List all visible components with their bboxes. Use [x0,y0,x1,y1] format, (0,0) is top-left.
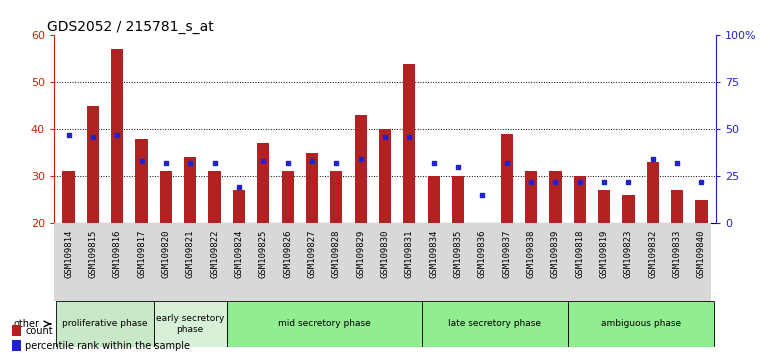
Text: GDS2052 / 215781_s_at: GDS2052 / 215781_s_at [47,21,214,34]
Point [379,134,391,139]
Text: GSM109824: GSM109824 [234,229,243,278]
Text: mid secretory phase: mid secretory phase [278,319,370,329]
Text: GSM109823: GSM109823 [624,229,633,278]
Point [159,160,172,166]
Bar [87,106,99,223]
Bar [233,190,245,223]
Bar [671,190,683,223]
Point [695,179,708,184]
Point [549,179,561,184]
Text: late secretory phase: late secretory phase [448,319,541,329]
Point [282,160,294,166]
Bar [598,190,610,223]
Point [184,160,196,166]
Text: GSM109828: GSM109828 [332,229,341,278]
Point [500,160,513,166]
Point [209,160,221,166]
Bar [421,301,567,347]
Bar [622,195,634,223]
Text: GSM109831: GSM109831 [405,229,413,278]
Bar [209,171,221,223]
Text: GSM109837: GSM109837 [502,229,511,278]
Bar [56,301,154,347]
Bar [567,301,714,347]
Bar [330,171,343,223]
Point [647,156,659,162]
Point [403,134,416,139]
Text: GSM109829: GSM109829 [357,229,365,278]
Point [306,158,318,164]
Point [671,160,683,166]
Text: GSM109836: GSM109836 [478,229,487,278]
Bar [500,134,513,223]
Point [111,132,123,138]
Text: percentile rank within the sample: percentile rank within the sample [25,341,190,351]
Bar [549,171,561,223]
Bar [695,200,708,223]
Bar [354,115,367,223]
Bar [184,157,196,223]
Point [233,184,245,190]
Bar [12,325,22,336]
Text: other: other [13,319,39,329]
Text: ambiguous phase: ambiguous phase [601,319,681,329]
Text: GSM109816: GSM109816 [112,229,122,278]
Bar [282,171,293,223]
Point [62,132,75,138]
Text: GSM109830: GSM109830 [380,229,390,278]
Bar [62,171,75,223]
Text: count: count [25,326,52,336]
Bar [160,171,172,223]
Point [525,179,537,184]
Bar [257,143,270,223]
Bar [403,64,416,223]
Text: GSM109822: GSM109822 [210,229,219,278]
Text: early secretory
phase: early secretory phase [156,314,224,333]
Bar [574,176,586,223]
Point [136,158,148,164]
Text: GSM109817: GSM109817 [137,229,146,278]
Text: proliferative phase: proliferative phase [62,319,148,329]
Text: GSM109839: GSM109839 [551,229,560,278]
Text: GSM109826: GSM109826 [283,229,292,278]
Point [622,179,634,184]
Bar [226,301,421,347]
Text: GSM109832: GSM109832 [648,229,658,278]
Bar [111,50,123,223]
Point [257,158,270,164]
Bar [427,176,440,223]
Bar [452,176,464,223]
Text: GSM109821: GSM109821 [186,229,195,278]
Text: GSM109834: GSM109834 [429,229,438,278]
Point [598,179,611,184]
Text: GSM109818: GSM109818 [575,229,584,278]
Bar [306,153,318,223]
Text: GSM109825: GSM109825 [259,229,268,278]
Text: GSM109827: GSM109827 [307,229,316,278]
Bar [154,301,226,347]
Point [330,160,343,166]
Point [354,156,367,162]
Bar [525,171,537,223]
Text: GSM109819: GSM109819 [600,229,608,278]
Text: GSM109815: GSM109815 [89,229,97,278]
Text: GSM109820: GSM109820 [162,229,170,278]
Point [427,160,440,166]
Point [476,192,488,198]
Bar [12,340,22,352]
Point [574,179,586,184]
Bar [647,162,659,223]
Bar [136,139,148,223]
Text: GSM109835: GSM109835 [454,229,463,278]
Text: GSM109814: GSM109814 [64,229,73,278]
Point [87,134,99,139]
Text: GSM109840: GSM109840 [697,229,706,278]
Bar [379,129,391,223]
Text: GSM109833: GSM109833 [673,229,681,278]
Point [452,164,464,170]
Text: GSM109838: GSM109838 [527,229,536,278]
